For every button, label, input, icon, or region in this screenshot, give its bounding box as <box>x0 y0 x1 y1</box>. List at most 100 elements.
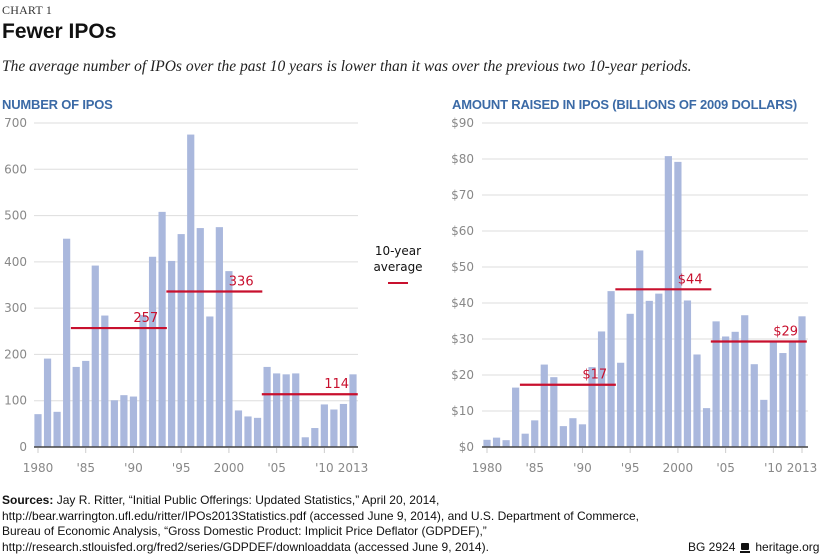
ipo-count-bar-1991 <box>139 315 147 447</box>
ipo-amount-x-tick-label: '90 <box>573 461 592 475</box>
ipo-count-x-tick-label: 2000 <box>214 461 245 475</box>
ipo-count-bar-1980 <box>34 414 42 447</box>
ipo-amount-bar-2011 <box>779 353 787 447</box>
ipo-count-bar-1992 <box>148 256 157 447</box>
ipo-amount-bar-2013 <box>798 316 806 447</box>
ipo-count-y-tick-label: 700 <box>4 116 27 130</box>
ipo-count-bar-1987 <box>101 315 109 447</box>
ipo-amount-bar-1997 <box>645 300 653 447</box>
chart-subtitle: The average number of IPOs over the past… <box>2 58 692 75</box>
ipo-amount-bar-2010 <box>769 340 777 447</box>
ipo-count-y-tick-label: 500 <box>4 209 27 223</box>
left-panel-title: NUMBER OF IPOS <box>2 97 113 112</box>
ipo-count-bar-2012 <box>339 403 348 447</box>
ipo-count-x-tick-label: '95 <box>172 461 191 475</box>
footer-branding: BG 2924 heritage.org <box>688 540 819 554</box>
ipo-amount-bar-1995 <box>626 313 634 447</box>
liberty-bell-icon <box>740 542 751 553</box>
ipo-count-y-tick-label: 0 <box>19 440 27 454</box>
ipo-amount-bar-2003 <box>702 408 711 447</box>
ipo-amount-bar-1999 <box>664 156 672 447</box>
ipo-amount-average-label-3: $29 <box>773 325 798 340</box>
ipo-amount-y-tick-label: $30 <box>451 332 474 346</box>
ipo-count-bar-1984 <box>72 366 80 447</box>
ipo-count-x-tick-label: '85 <box>76 461 95 475</box>
ipo-count-bar-2002 <box>244 416 252 447</box>
ipo-amount-bar-2005 <box>722 336 730 447</box>
ipo-amount-bar-1980 <box>483 439 491 447</box>
ipo-amount-bar-2009 <box>760 399 768 447</box>
ipo-count-x-tick-label: 2013 <box>338 461 369 475</box>
ipo-amount-y-tick-label: $40 <box>451 296 474 310</box>
ipo-amount-bar-1987 <box>550 377 558 447</box>
legend-label-line2: average <box>373 260 423 274</box>
ipo-count-bar-1995 <box>177 234 185 447</box>
ipo-amount-bar-1989 <box>569 418 577 447</box>
ipo-count-bar-1983 <box>63 238 71 447</box>
ipo-count-bar-2001 <box>234 410 243 447</box>
ipo-count-x-tick-label: '90 <box>124 461 143 475</box>
ipo-amount-bar-1993 <box>607 291 615 447</box>
ipo-amount-bar-1984 <box>521 433 529 447</box>
ipo-count-bar-2011 <box>330 409 338 447</box>
ipo-amount-bar-1983 <box>512 387 520 447</box>
sources-label: Sources: <box>2 493 54 507</box>
ipo-amount-bar-1996 <box>636 250 644 447</box>
ipo-amount-x-tick-label: '85 <box>525 461 544 475</box>
ipo-count-y-tick-label: 600 <box>4 162 27 176</box>
ipo-count-bar-1998 <box>206 316 214 447</box>
ipo-count-bar-2007 <box>292 373 300 447</box>
sources-note: Sources: Jay R. Ritter, “Initial Public … <box>2 493 642 555</box>
ipo-amount-bar-1986 <box>540 364 548 447</box>
ipo-count-bar-2013 <box>349 374 357 447</box>
ipo-count-y-tick-label: 400 <box>4 255 27 269</box>
ipo-amount-y-tick-label: $70 <box>451 188 474 202</box>
ipo-count-y-tick-label: 100 <box>4 394 27 408</box>
ipo-count-bar-1985 <box>82 360 90 447</box>
legend-average-line-swatch <box>388 282 408 284</box>
ipo-count-bar-2010 <box>320 404 328 447</box>
ipo-amount-bar-1998 <box>655 293 663 447</box>
ipo-amount-bar-2002 <box>693 354 701 447</box>
ipo-amount-bar-1988 <box>559 426 567 447</box>
legend: 10-year average <box>368 243 428 275</box>
ipo-count-x-tick-label: '10 <box>315 461 334 475</box>
legend-label-line1: 10-year <box>374 244 422 258</box>
ipo-amount-bar-1985 <box>531 420 539 447</box>
ipo-count-bar-1997 <box>196 228 204 447</box>
ipo-amount-y-tick-label: $0 <box>459 440 474 454</box>
ipo-amount-x-tick-label: 2000 <box>663 461 694 475</box>
ipo-count-bar-2009 <box>311 428 319 447</box>
ipo-amount-bar-2001 <box>683 300 692 447</box>
ipo-amount-x-tick-label: 2013 <box>787 461 818 475</box>
ipo-amount-average-label-1: $17 <box>582 368 607 383</box>
ipo-amount-x-tick-label: '05 <box>716 461 735 475</box>
ipo-count-y-tick-label: 300 <box>4 301 27 315</box>
ipo-amount-x-tick-label: '10 <box>764 461 783 475</box>
ipo-count-bar-2008 <box>301 437 309 447</box>
ipo-count-x-tick-label: 1980 <box>23 461 54 475</box>
ipo-amount-y-tick-label: $10 <box>451 404 474 418</box>
ipo-amount-bar-1981 <box>492 437 501 447</box>
ipo-amount-bar-1990 <box>578 424 587 447</box>
ipo-amount-bar-2007 <box>741 315 749 447</box>
ipo-amount-y-tick-label: $80 <box>451 152 474 166</box>
sources-text: Jay R. Ritter, “Initial Public Offerings… <box>2 493 639 554</box>
ipo-count-bar-1989 <box>120 395 128 447</box>
ipo-count-bar-1986 <box>91 265 99 447</box>
ipo-amount-x-tick-label: '95 <box>621 461 640 475</box>
ipo-count-bar-2000 <box>225 271 233 447</box>
ipo-count-bar-1999 <box>215 227 223 447</box>
ipo-count-bar-2003 <box>253 417 262 447</box>
ipo-count-bar-1993 <box>158 211 166 447</box>
ipo-count-bar-2006 <box>282 374 290 447</box>
ipo-amount-bar-2004 <box>712 321 720 447</box>
chart-number-label: CHART 1 <box>2 3 53 17</box>
ipo-count-bar-1988 <box>110 400 118 447</box>
ipo-count-bar-2004 <box>263 366 271 447</box>
ipo-amount-average-label-2: $44 <box>678 272 703 287</box>
ipo-amount-x-tick-label: 1980 <box>472 461 503 475</box>
ipo-amount-bar-1982 <box>502 440 510 447</box>
site-name: heritage.org <box>755 540 820 554</box>
